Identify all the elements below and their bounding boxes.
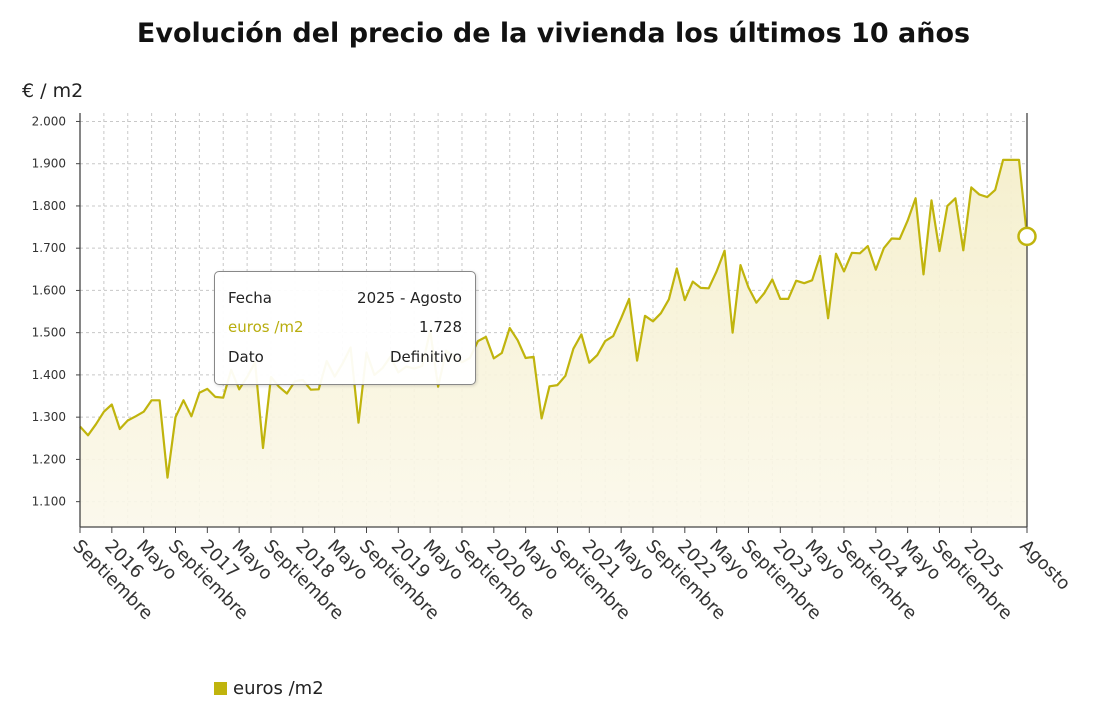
x-tick-label: Agosto — [1015, 536, 1074, 595]
tooltip-status-value: Definitivo — [389, 348, 462, 366]
y-tick-label: 1.200 — [32, 452, 66, 466]
series-area — [80, 159, 1027, 527]
data-tooltip: Fecha 2025 - Agosto euros /m2 1.728 Dato… — [214, 271, 476, 385]
legend-label: euros /m2 — [233, 678, 324, 699]
y-tick-label: 1.800 — [32, 199, 66, 213]
y-tick-label: 1.100 — [32, 495, 66, 509]
y-tick-label: 1.500 — [32, 326, 66, 340]
tooltip-status-label: Dato — [228, 348, 264, 366]
y-axis-unit-label: € / m2 — [22, 80, 84, 102]
tooltip-date-value: 2025 - Agosto — [357, 289, 462, 307]
tooltip-date-label: Fecha — [228, 289, 272, 307]
y-tick-label: 1.700 — [32, 241, 66, 255]
legend-swatch — [214, 682, 227, 695]
chart-title: Evolución del precio de la vivienda los … — [136, 18, 971, 49]
tooltip-series-label: euros /m2 — [228, 318, 304, 336]
y-tick-label: 1.400 — [32, 368, 66, 382]
y-tick-label: 2.000 — [32, 114, 66, 128]
y-tick-label: 1.900 — [32, 157, 66, 171]
y-tick-label: 1.600 — [32, 283, 66, 297]
series-line — [79, 158, 1029, 479]
highlighted-point-marker — [1017, 226, 1037, 247]
tooltip-series-value: 1.728 — [419, 318, 462, 336]
legend[interactable]: euros /m2 — [214, 678, 324, 699]
y-tick-label: 1.300 — [32, 410, 66, 424]
